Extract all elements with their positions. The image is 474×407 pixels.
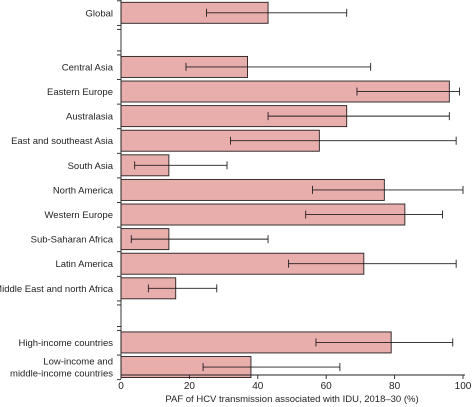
bar-row-eastern-europe: Eastern Europe <box>47 79 461 103</box>
bar-row-latin-america: Latin America <box>55 251 457 275</box>
x-tick-label-0: 0 <box>118 381 124 392</box>
x-tick-label-20: 20 <box>184 381 196 392</box>
category-label-western-europe: Western Europe <box>45 210 113 221</box>
bar-row-north-america: North America <box>53 177 464 201</box>
category-label-high-income-countries: High-income countries <box>18 338 113 349</box>
category-label-australasia: Australasia <box>66 112 114 123</box>
category-label-low-income-and-middle-income-countries-2: middle-income countries <box>10 369 113 380</box>
bar-row-central-asia: Central Asia <box>62 54 372 78</box>
x-tick-label-100: 100 <box>455 381 472 392</box>
category-label-eastern-europe: Eastern Europe <box>47 87 113 98</box>
category-label-sub-saharan-africa: Sub-Saharan Africa <box>31 235 114 246</box>
bar-row-south-asia: South Asia <box>68 152 228 177</box>
x-axis-title: PAF of HCV transmission associated with … <box>165 394 418 405</box>
bar-row-western-europe: Western Europe <box>45 202 443 226</box>
category-label-low-income-and-middle-income-countries-1: Low-income and <box>43 357 113 368</box>
category-label-middle-east-and-north-africa: Middle East and north Africa <box>0 284 114 295</box>
x-axis: 0 20 40 60 80 100 <box>117 0 472 392</box>
category-label-latin-america: Latin America <box>55 259 113 270</box>
category-label-south-asia: South Asia <box>68 161 114 172</box>
category-label-north-america: North America <box>53 185 114 196</box>
bar-row-east-and-southeast-asia: East and southeast Asia <box>11 128 457 152</box>
bars-layer: Global Central Asia Eastern Europe Australa… <box>0 0 464 381</box>
category-label-east-and-southeast-asia: East and southeast Asia <box>11 136 114 147</box>
bar-row-middle-east-and-north-africa: Middle East and north Africa <box>0 275 218 300</box>
bar-row-sub-saharan-africa: Sub-Saharan Africa <box>31 226 269 251</box>
x-tick-label-60: 60 <box>321 381 333 392</box>
bar-row-high-income-countries: High-income countries <box>18 329 454 354</box>
bar-row-global: Global <box>86 0 348 24</box>
category-label-global: Global <box>86 8 113 19</box>
category-label-central-asia: Central Asia <box>62 62 114 73</box>
x-tick-label-40: 40 <box>252 381 264 392</box>
bar-row-australasia: Australasia <box>66 103 450 128</box>
x-tick-label-80: 80 <box>389 381 401 392</box>
